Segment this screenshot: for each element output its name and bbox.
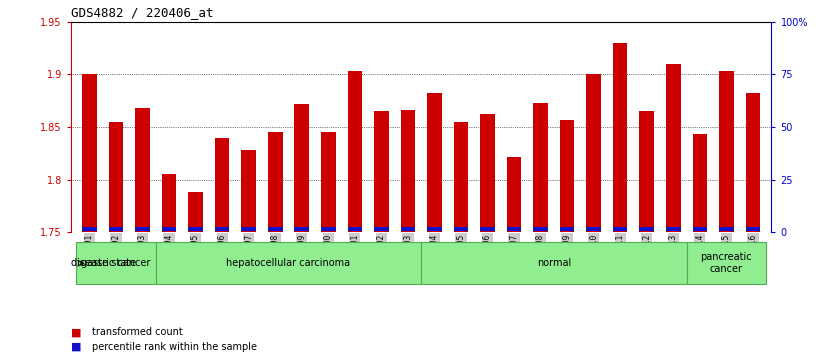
Bar [135, 227, 150, 231]
Bar [374, 227, 389, 231]
Text: percentile rank within the sample: percentile rank within the sample [92, 342, 257, 352]
Bar [294, 104, 309, 232]
Bar [215, 138, 229, 232]
Bar [268, 132, 283, 232]
Bar [533, 227, 548, 231]
Text: hepatocellular carcinoma: hepatocellular carcinoma [226, 258, 350, 268]
Bar [613, 227, 627, 231]
Bar [400, 227, 415, 231]
Bar [666, 64, 681, 232]
Text: pancreatic
cancer: pancreatic cancer [701, 252, 752, 274]
Bar [294, 227, 309, 231]
Bar [454, 122, 468, 232]
Text: transformed count: transformed count [92, 327, 183, 337]
Bar [692, 227, 707, 231]
Bar [108, 122, 123, 232]
Bar [586, 74, 601, 232]
Bar [692, 134, 707, 232]
Text: normal: normal [537, 258, 571, 268]
Text: GDS4882 / 220406_at: GDS4882 / 220406_at [71, 6, 214, 19]
Bar [507, 227, 521, 231]
Bar [480, 114, 495, 232]
Bar [454, 227, 468, 231]
Bar [427, 227, 442, 231]
Bar [321, 132, 335, 232]
Bar [321, 227, 335, 231]
Bar [241, 227, 256, 231]
Text: ■: ■ [71, 327, 82, 337]
Bar [348, 227, 362, 231]
Bar [135, 108, 150, 232]
Bar [215, 227, 229, 231]
Bar [374, 111, 389, 232]
Bar [83, 227, 97, 231]
Bar [507, 156, 521, 232]
Bar [719, 227, 734, 231]
Bar [533, 103, 548, 232]
Bar [586, 227, 601, 231]
Bar [746, 93, 760, 232]
Bar [83, 74, 97, 232]
Bar [241, 150, 256, 232]
Text: gastric cancer: gastric cancer [81, 258, 151, 268]
Bar [640, 227, 654, 231]
Bar [560, 227, 575, 231]
Bar [480, 227, 495, 231]
Bar [188, 227, 203, 231]
Bar [162, 227, 176, 231]
Bar [162, 175, 176, 232]
Bar [76, 242, 156, 285]
Bar [108, 227, 123, 231]
Text: ■: ■ [71, 342, 82, 352]
Bar [719, 71, 734, 232]
Text: disease state: disease state [72, 258, 137, 268]
Bar [640, 111, 654, 232]
Bar [188, 192, 203, 232]
Bar [421, 242, 686, 285]
Bar [268, 227, 283, 231]
Bar [746, 227, 760, 231]
Bar [686, 242, 766, 285]
Bar [613, 43, 627, 232]
Bar [427, 93, 442, 232]
Bar [666, 227, 681, 231]
Bar [348, 71, 362, 232]
Bar [400, 110, 415, 232]
Bar [156, 242, 421, 285]
Bar [560, 120, 575, 232]
